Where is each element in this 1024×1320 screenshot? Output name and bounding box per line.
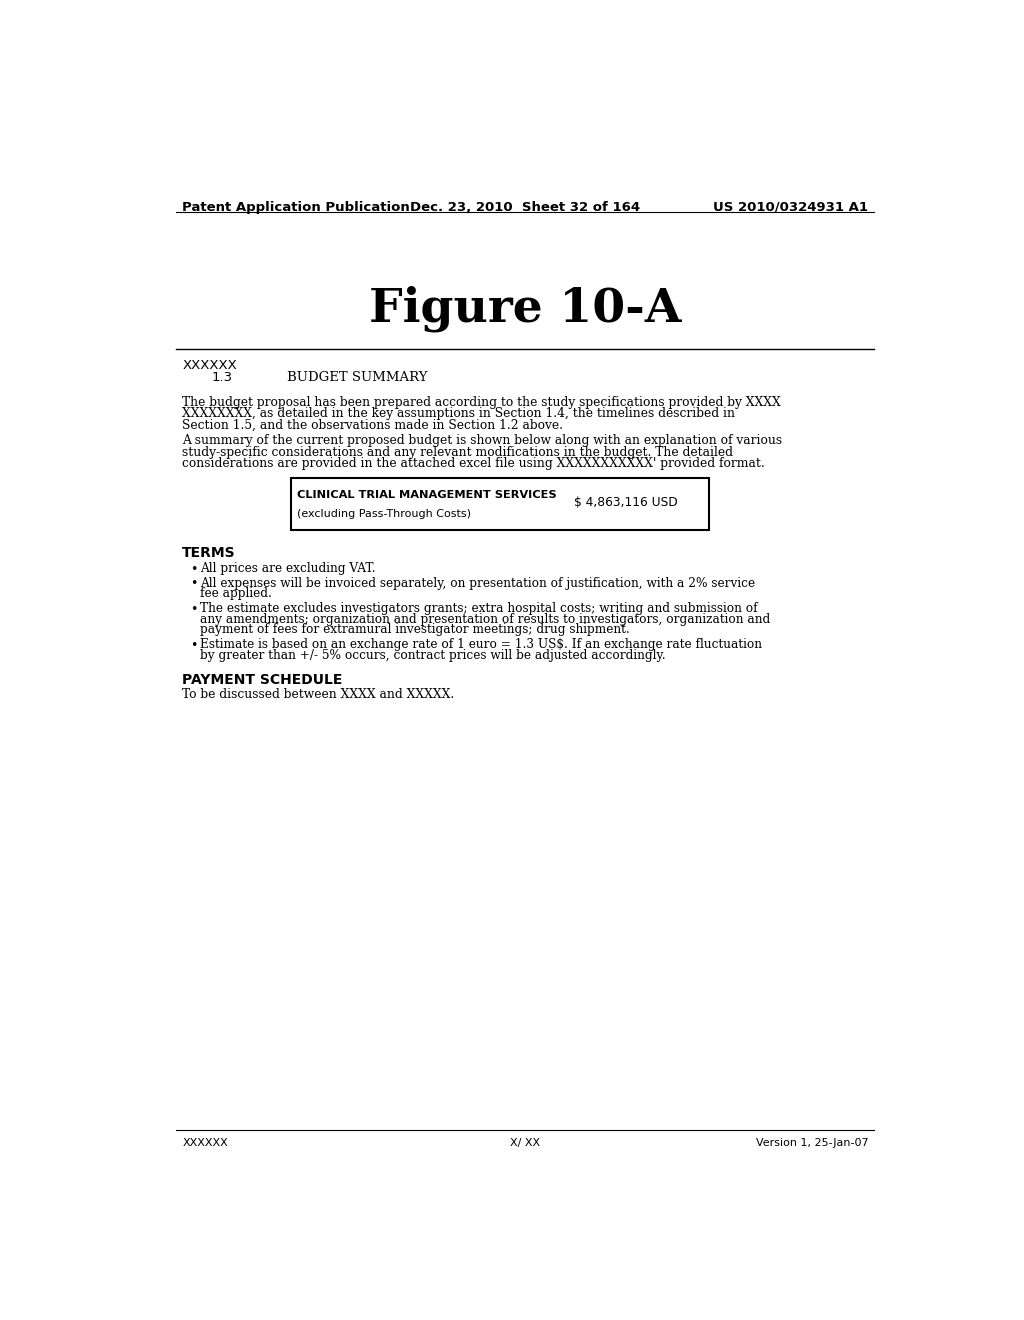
Text: X/ XX: X/ XX — [510, 1138, 540, 1148]
Text: fee applied.: fee applied. — [200, 587, 272, 601]
Text: Patent Application Publication: Patent Application Publication — [182, 201, 410, 214]
Text: To be discussed between XXXX and XXXXX.: To be discussed between XXXX and XXXXX. — [182, 688, 455, 701]
Text: The budget proposal has been prepared according to the study specifications prov: The budget proposal has been prepared ac… — [182, 396, 781, 409]
Text: CLINICAL TRIAL MANAGEMENT SERVICES: CLINICAL TRIAL MANAGEMENT SERVICES — [297, 490, 557, 499]
Text: •: • — [190, 639, 198, 652]
Text: TERMS: TERMS — [182, 545, 236, 560]
Text: payment of fees for extramural investigator meetings; drug shipment.: payment of fees for extramural investiga… — [200, 623, 630, 636]
Text: XXXXXX: XXXXXX — [182, 359, 237, 372]
Text: US 2010/0324931 A1: US 2010/0324931 A1 — [713, 201, 868, 214]
Text: Figure 10-A: Figure 10-A — [369, 285, 681, 331]
Text: PAYMENT SCHEDULE: PAYMENT SCHEDULE — [182, 673, 343, 686]
Bar — [291, 478, 710, 529]
Text: A summary of the current proposed budget is shown below along with an explanatio: A summary of the current proposed budget… — [182, 434, 782, 447]
Text: All prices are excluding VAT.: All prices are excluding VAT. — [200, 562, 376, 576]
Text: Version 1, 25-Jan-07: Version 1, 25-Jan-07 — [756, 1138, 868, 1148]
Text: All expenses will be invoiced separately, on presentation of justification, with: All expenses will be invoiced separately… — [200, 577, 756, 590]
Text: 1.3: 1.3 — [212, 371, 232, 384]
Text: considerations are provided in the attached excel file using XXXXXXXXXXX' provid: considerations are provided in the attac… — [182, 457, 765, 470]
Text: •: • — [190, 603, 198, 615]
Text: (excluding Pass-Through Costs): (excluding Pass-Through Costs) — [297, 508, 471, 519]
Text: XXXXXXXX, as detailed in the key assumptions in Section 1.4, the timelines descr: XXXXXXXX, as detailed in the key assumpt… — [182, 407, 735, 420]
Text: any amendments; organization and presentation of results to investigators, organ: any amendments; organization and present… — [200, 612, 770, 626]
Text: $ 4,863,116 USD: $ 4,863,116 USD — [574, 496, 678, 510]
Text: study-specific considerations and any relevant modifications in the budget. The : study-specific considerations and any re… — [182, 446, 733, 458]
Text: Estimate is based on an exchange rate of 1 euro = 1.3 US$. If an exchange rate f: Estimate is based on an exchange rate of… — [200, 638, 762, 651]
Text: The estimate excludes investigators grants; extra hospital costs; writing and su: The estimate excludes investigators gran… — [200, 602, 758, 615]
Text: BUDGET SUMMARY: BUDGET SUMMARY — [287, 371, 427, 384]
Text: Dec. 23, 2010  Sheet 32 of 164: Dec. 23, 2010 Sheet 32 of 164 — [410, 201, 640, 214]
Text: •: • — [190, 562, 198, 576]
Text: by greater than +/- 5% occurs, contract prices will be adjusted accordingly.: by greater than +/- 5% occurs, contract … — [200, 649, 666, 661]
Text: •: • — [190, 577, 198, 590]
Text: XXXXXX: XXXXXX — [182, 1138, 228, 1148]
Text: Section 1.5, and the observations made in Section 1.2 above.: Section 1.5, and the observations made i… — [182, 418, 563, 432]
